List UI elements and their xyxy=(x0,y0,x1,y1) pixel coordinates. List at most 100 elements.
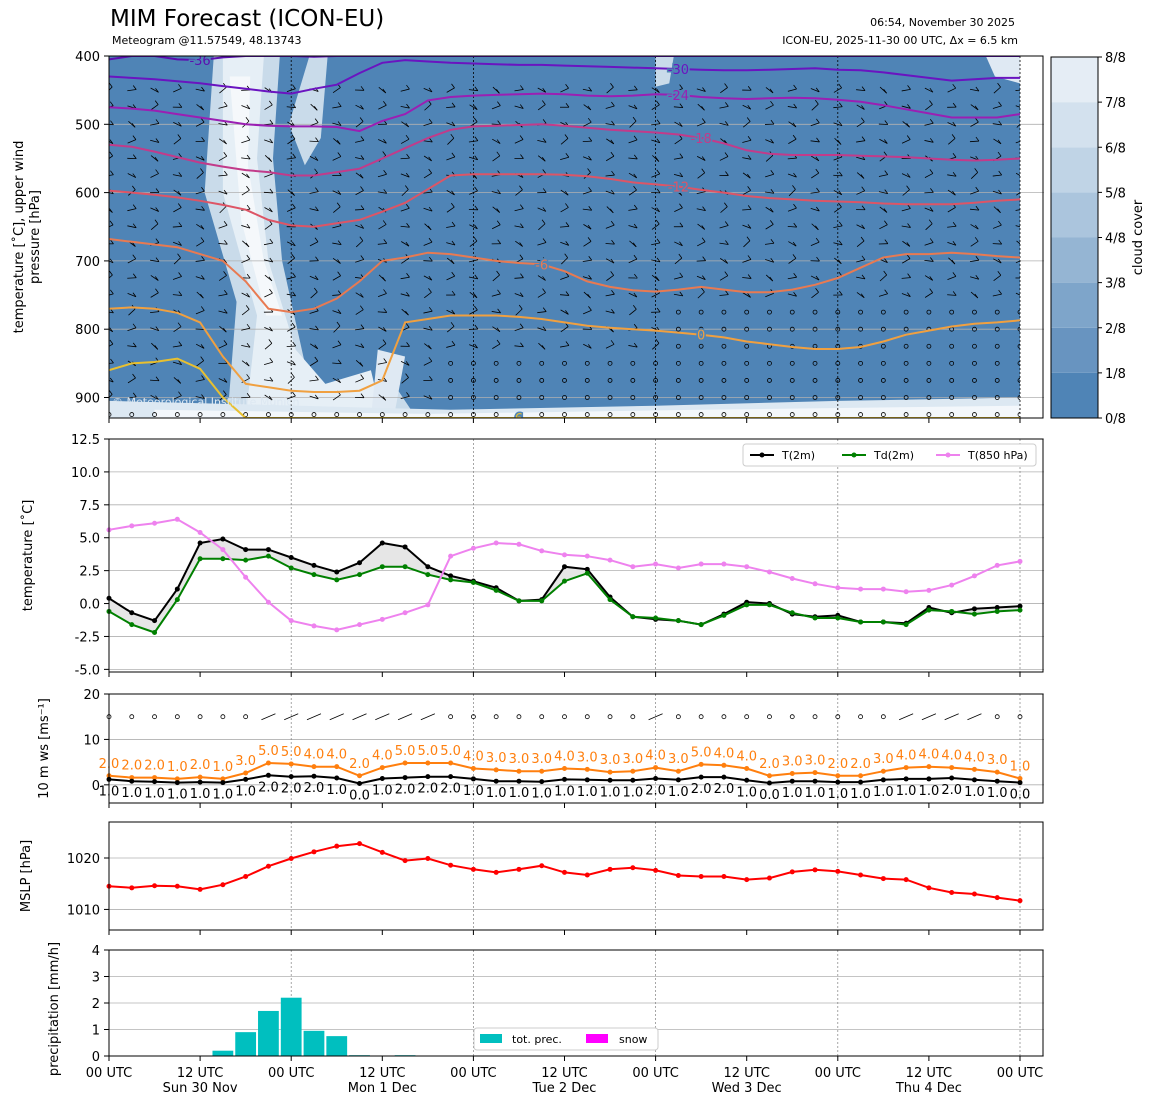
wind-barb xyxy=(583,104,592,111)
calm-marker xyxy=(972,378,977,383)
wind-barb-feather xyxy=(291,134,296,140)
wind-barb-feather xyxy=(291,373,295,378)
y-tick-label: -5.0 xyxy=(75,663,100,678)
wind-barb-feather xyxy=(633,342,638,348)
wind-barb-feather xyxy=(520,154,524,159)
wind-barb-feather xyxy=(178,241,182,246)
wind-barb xyxy=(377,311,387,313)
calm-marker xyxy=(812,395,818,400)
calm-marker xyxy=(357,412,362,417)
calm-marker xyxy=(1017,714,1023,720)
wind-barb-feather xyxy=(428,344,432,350)
wind-barb xyxy=(651,242,661,246)
wind-barb xyxy=(264,394,273,401)
calm-marker xyxy=(402,412,408,417)
wind-barb-feather xyxy=(974,168,979,173)
wind-barb xyxy=(583,224,592,230)
calm-marker xyxy=(516,395,522,400)
wind-barb-feather xyxy=(155,169,159,174)
wind-barb xyxy=(833,122,843,127)
wind-barb-feather xyxy=(292,84,296,89)
wind-barb xyxy=(109,105,114,108)
wind-barb xyxy=(355,292,364,298)
wind-barb xyxy=(491,311,501,314)
y-tick-label: 12.5 xyxy=(71,433,100,448)
wind-barb xyxy=(1015,260,1020,264)
data-point xyxy=(562,776,567,782)
wind-barb xyxy=(537,207,547,212)
wind-barb xyxy=(765,259,774,263)
wind-barb xyxy=(605,293,615,297)
wind-barb-feather xyxy=(497,289,501,295)
calm-marker xyxy=(858,360,863,366)
calm-marker xyxy=(994,343,1000,349)
data-label: 2.0 xyxy=(645,783,666,798)
data-label: 4.0 xyxy=(736,749,757,764)
wind-barb xyxy=(219,86,227,94)
wind-barb-feather xyxy=(542,307,547,312)
calm-marker xyxy=(675,395,681,400)
wind-barb xyxy=(742,208,752,211)
data-point xyxy=(584,872,590,878)
wind-barb-feather xyxy=(907,85,911,90)
wind-barb xyxy=(469,292,478,299)
data-label: 1.0 xyxy=(509,786,530,801)
wind-barb-feather xyxy=(702,256,706,261)
wind-barb xyxy=(469,104,478,110)
wind-barb xyxy=(628,292,638,298)
calm-marker xyxy=(926,412,932,417)
data-point xyxy=(607,597,613,603)
data-point xyxy=(243,547,249,553)
calm-marker xyxy=(470,378,476,383)
calm-marker xyxy=(448,714,454,720)
calm-marker xyxy=(994,412,1000,417)
wind-barb-feather xyxy=(245,361,250,367)
wind-barb xyxy=(400,396,410,399)
wind-barb xyxy=(218,310,228,314)
calm-marker xyxy=(220,412,226,417)
calm-marker xyxy=(835,412,841,417)
data-point xyxy=(197,540,203,546)
upper-air-panel: -36-30-24-18-12-606© Meteorological Inst… xyxy=(11,50,1146,427)
data-point xyxy=(698,622,704,628)
calm-marker xyxy=(243,714,249,720)
wind-barb-feather xyxy=(291,191,295,196)
wind-barb xyxy=(423,327,433,331)
precip-bar xyxy=(280,997,302,1056)
data-point xyxy=(607,866,613,872)
data-point xyxy=(562,564,567,570)
legend-marker xyxy=(945,452,951,458)
x-tick-label: 12 UTC xyxy=(359,1066,405,1081)
data-point xyxy=(766,569,772,575)
data-label: 1.0 xyxy=(463,784,484,799)
wind-barb-feather xyxy=(269,207,273,213)
wind-barb-feather xyxy=(587,105,592,111)
data-point xyxy=(197,556,203,562)
calm-marker xyxy=(562,714,567,720)
data-label: 3.0 xyxy=(782,754,803,769)
wind-barb xyxy=(515,189,523,196)
wind-barb-feather xyxy=(269,288,273,294)
wind-barb-feather xyxy=(382,220,387,225)
wind-barb-feather xyxy=(450,322,455,327)
wind-barb-feather xyxy=(314,344,319,349)
data-label: 1.0 xyxy=(190,787,211,802)
colorbar-tick-label: 3/8 xyxy=(1105,277,1126,292)
wind-barb-feather xyxy=(747,205,752,210)
wind-barb xyxy=(446,242,456,246)
wind-barb xyxy=(423,191,433,194)
cloud-region xyxy=(229,76,283,316)
wind-barb-feather xyxy=(451,340,456,346)
wind-barb xyxy=(697,172,705,179)
wind-barb xyxy=(264,104,273,110)
wind-barb xyxy=(719,294,729,296)
wind-barb xyxy=(537,275,546,281)
legend-label: T(2m) xyxy=(781,449,815,462)
wind-barb xyxy=(992,174,1002,177)
wind-barb xyxy=(397,713,413,721)
data-point xyxy=(379,540,385,546)
wind-barb xyxy=(150,173,159,178)
data-point xyxy=(812,581,818,587)
calm-marker xyxy=(584,412,590,417)
wind-barb xyxy=(674,207,683,212)
